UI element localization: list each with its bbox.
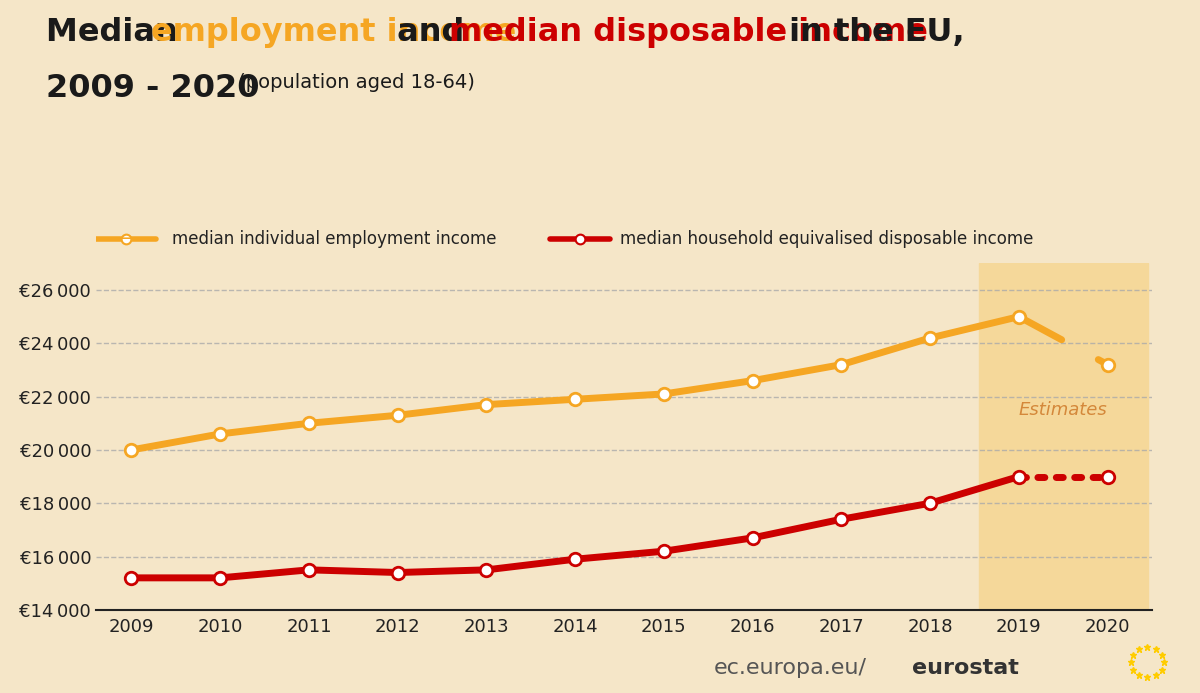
- Text: median individual employment income: median individual employment income: [172, 230, 496, 248]
- Text: ───: ───: [120, 229, 162, 249]
- Text: employment income: employment income: [151, 17, 516, 49]
- Text: ec.europa.eu/: ec.europa.eu/: [714, 658, 866, 678]
- Text: Median: Median: [46, 17, 188, 49]
- Text: eurostat: eurostat: [912, 658, 1019, 678]
- Text: Estimates: Estimates: [1019, 401, 1108, 419]
- Bar: [979, 263, 1147, 610]
- Text: 2009 - 2020: 2009 - 2020: [46, 73, 259, 104]
- Text: median household equivalised disposable income: median household equivalised disposable …: [620, 230, 1033, 248]
- Text: in the EU,: in the EU,: [778, 17, 965, 49]
- Text: median disposable income: median disposable income: [449, 17, 928, 49]
- Text: and: and: [386, 17, 476, 49]
- Text: (population aged 18-64): (population aged 18-64): [232, 73, 474, 91]
